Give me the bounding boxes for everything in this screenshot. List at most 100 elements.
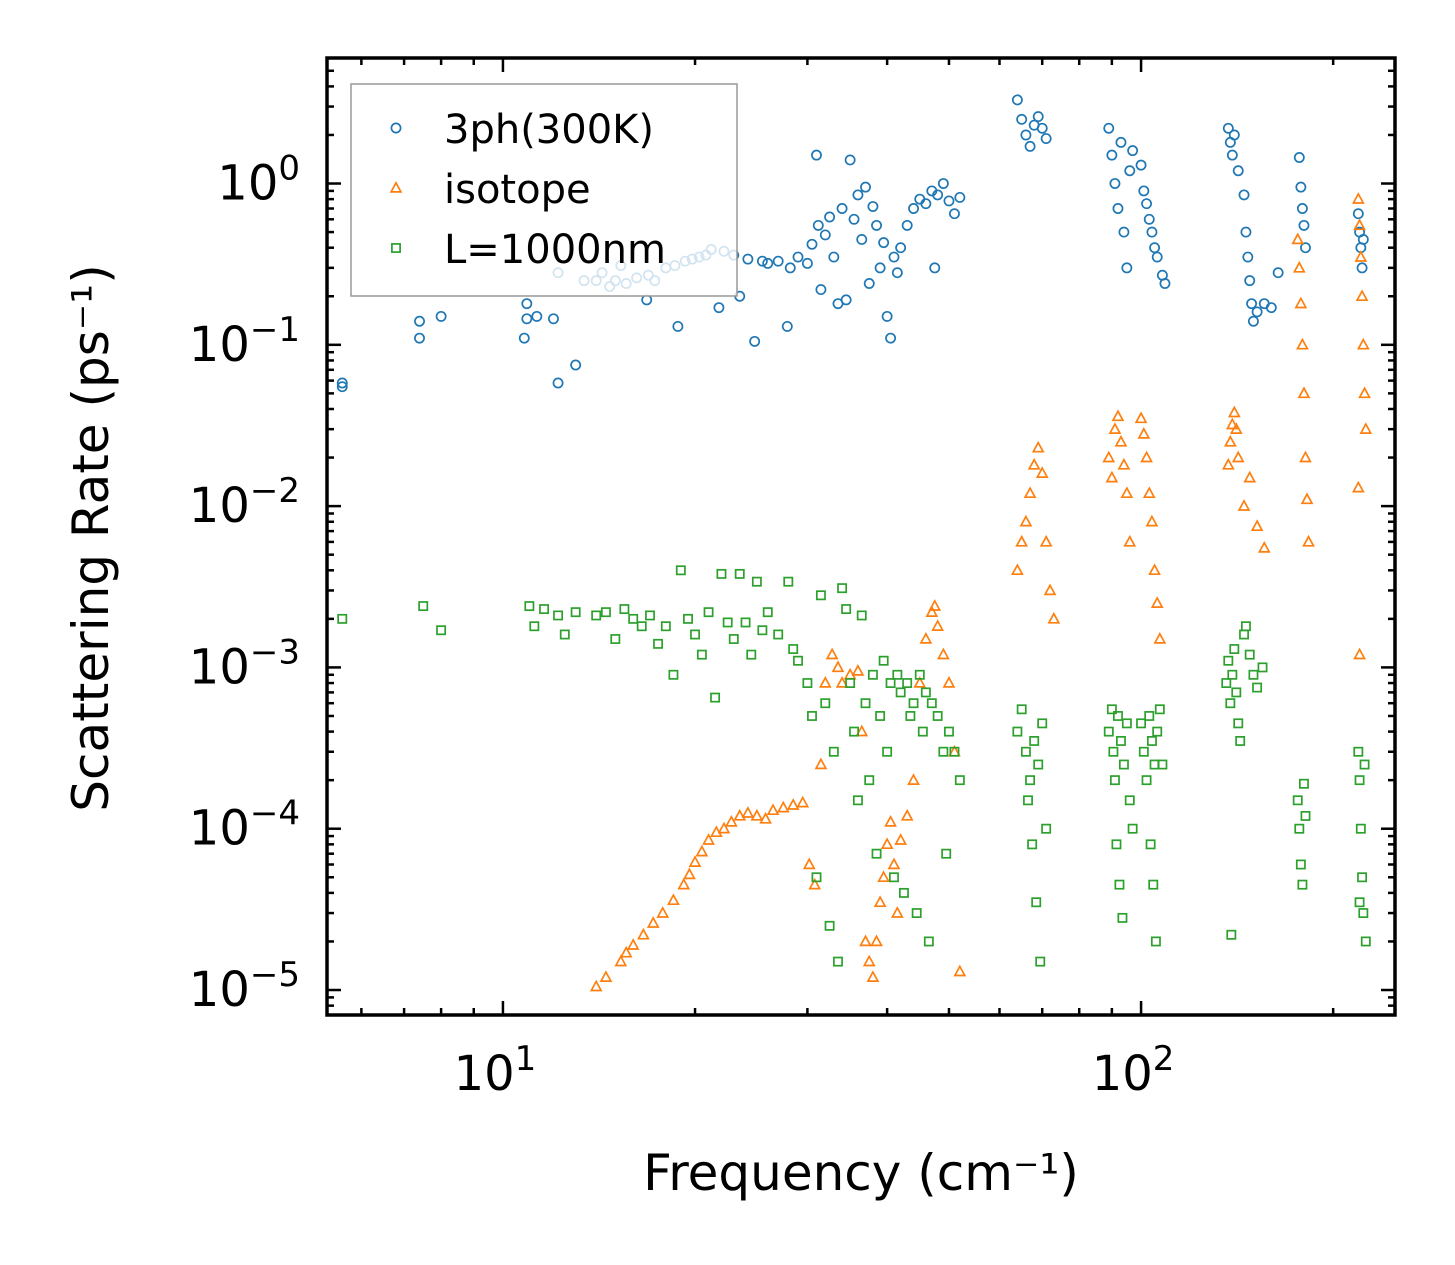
data-point [941,848,952,859]
data-point [919,632,933,644]
data-point [1140,450,1153,463]
data-point [1020,129,1032,141]
data-point [937,178,949,189]
data-point [1148,879,1159,890]
data-point [1041,823,1052,834]
data-point [871,848,882,859]
data-point [1141,775,1152,786]
data-point [1235,736,1246,746]
data-point [1111,409,1125,422]
data-point [336,381,348,393]
data-point [529,621,540,632]
data-point [637,927,650,940]
data-point [802,857,816,870]
data-point [894,833,908,845]
data-point [907,773,920,785]
data-point [1029,736,1040,746]
data-point [1025,775,1036,786]
data-point [600,607,611,618]
data-point [653,638,663,649]
data-point [1138,185,1150,197]
data-point [860,181,871,193]
legend: 3ph(300K) isotope L=1000nm [350,83,738,297]
data-point [824,211,836,223]
data-point [881,310,893,322]
y-tick-label: 100 [217,149,300,212]
data-point [1145,839,1156,850]
data-point [1265,302,1277,314]
data-point [892,669,903,680]
data-point [1116,736,1126,746]
data-point [746,649,757,660]
data-point [1225,698,1236,709]
y-tick-label: 10−3 [189,632,300,695]
data-point [713,302,725,314]
data-point [911,908,922,919]
data-point [695,844,709,857]
data-point [837,583,848,594]
data-point [895,687,906,698]
data-point [1251,306,1263,318]
data-point [874,262,886,274]
data-point [1109,775,1120,786]
data-point [920,198,932,210]
data-point [932,189,944,201]
data-point [786,798,800,810]
data-point [1231,450,1245,463]
data-point [1299,450,1312,463]
data-point [1229,644,1240,654]
data-point [766,803,780,816]
data-point [1109,178,1121,189]
data-point [942,676,956,688]
data-point [841,604,852,615]
data-point [1354,250,1368,262]
data-point [877,870,891,883]
data-point [1297,386,1311,399]
data-point [1127,145,1139,157]
data-point [820,698,831,709]
data-point [867,201,879,212]
data-point [683,613,693,624]
data-point [875,711,886,721]
data-point [521,313,533,325]
data-point [1103,726,1114,737]
data-point [1240,621,1251,632]
data-point [1010,563,1024,576]
data-point [414,315,425,327]
data-point [825,647,839,660]
legend-marker [391,243,401,253]
data-point [1222,122,1234,134]
data-point [815,284,827,296]
data-point [954,775,965,786]
data-point [610,634,621,644]
data-point [1121,718,1132,729]
data-point [900,808,914,821]
data-point [1143,213,1155,225]
data-point [806,238,818,250]
data-point [908,203,919,214]
data-point [835,676,849,688]
data-point [1012,726,1023,737]
data-point [1127,823,1138,834]
data-point [783,576,794,587]
data-point [1115,136,1127,148]
data-point [920,687,931,698]
data-point [1152,726,1163,737]
data-point [728,634,739,644]
data-point [645,610,655,621]
data-point [589,979,603,992]
data-point [734,568,745,579]
data-point [1227,405,1241,418]
data-point [762,607,773,618]
legend-label-3ph: 3ph(300K) [444,107,654,153]
data-point [336,377,348,389]
data-point [1223,434,1237,447]
data-point [762,257,774,269]
legend-frame [350,83,738,297]
data-point [859,934,872,947]
data-point [812,219,824,231]
data-point [1105,470,1119,483]
data-point [619,604,630,615]
data-point [871,219,882,231]
data-point [756,255,768,267]
